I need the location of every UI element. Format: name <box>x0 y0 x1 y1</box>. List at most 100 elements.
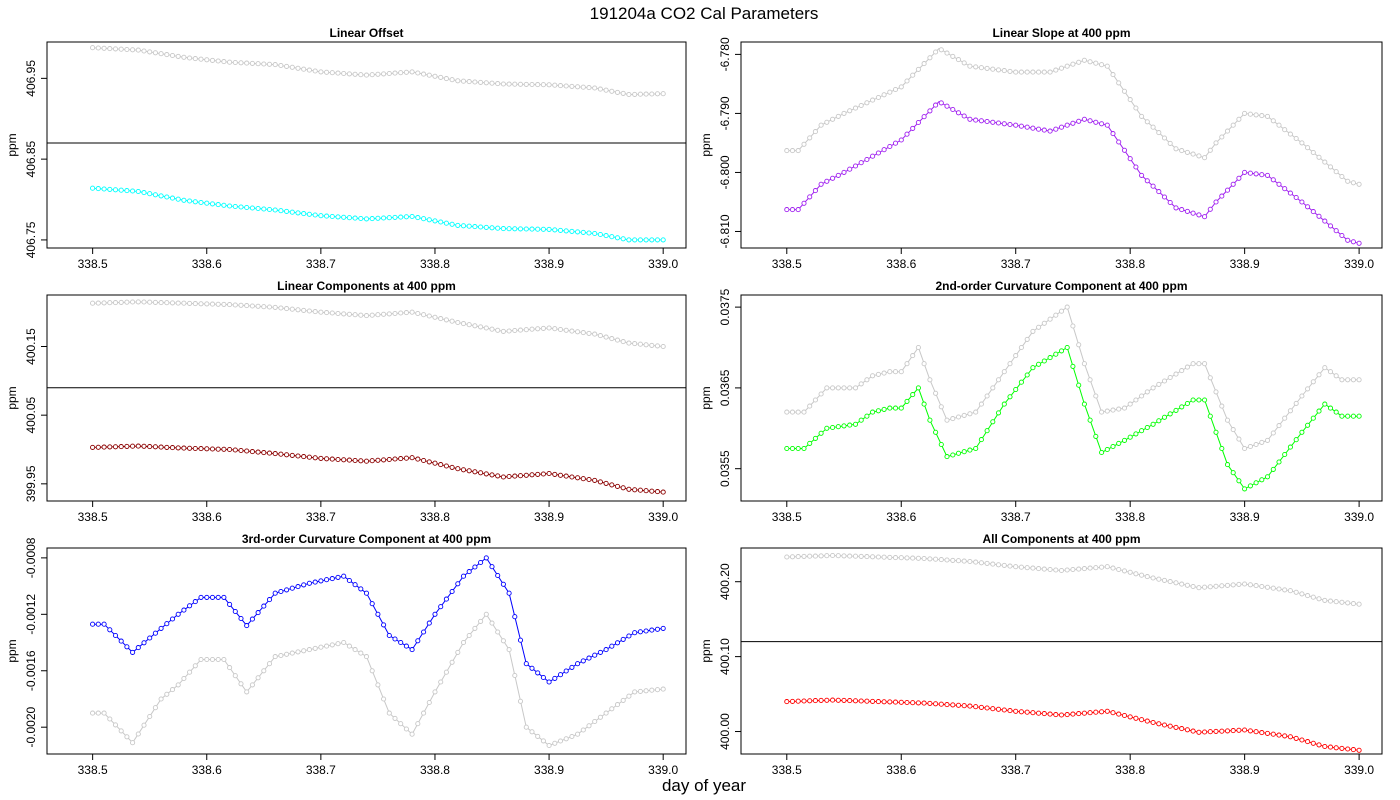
data-point <box>1144 389 1150 395</box>
data-point <box>955 450 962 456</box>
data-point <box>221 59 227 65</box>
data-point <box>592 652 598 658</box>
data-point <box>1247 443 1253 450</box>
data-point <box>386 70 392 77</box>
data-point <box>654 687 661 693</box>
data-point <box>620 236 626 242</box>
data-point <box>1219 445 1225 452</box>
data-point <box>1305 145 1311 151</box>
data-point <box>1167 579 1173 585</box>
data-point <box>1167 199 1173 206</box>
data-point <box>1121 88 1128 94</box>
data-point <box>1070 363 1076 369</box>
data-point <box>1299 737 1305 743</box>
data-point <box>1173 146 1179 152</box>
x-tick-label: 338.9 <box>534 257 564 271</box>
data-point <box>892 369 899 375</box>
data-point <box>546 325 552 331</box>
data-point <box>455 319 461 326</box>
data-point <box>107 300 113 306</box>
x-tick-label: 338.5 <box>78 510 108 524</box>
data-point <box>232 302 238 308</box>
data-point <box>421 629 427 635</box>
data-point <box>1287 588 1293 594</box>
data-point <box>852 421 859 427</box>
data-point <box>495 81 501 87</box>
data-point <box>1179 207 1185 213</box>
data-point <box>870 97 876 103</box>
data-point <box>864 698 870 704</box>
data-point <box>569 228 575 234</box>
data-point <box>1001 707 1007 713</box>
data-point <box>660 91 666 97</box>
data-point <box>1293 589 1299 595</box>
data-point <box>557 83 564 89</box>
data-point <box>1184 400 1190 407</box>
data-point <box>164 691 170 697</box>
data-point <box>181 445 187 451</box>
data-point <box>158 193 164 199</box>
data-point <box>244 448 250 454</box>
data-point <box>944 702 950 708</box>
data-point <box>654 626 661 632</box>
data-point <box>1190 361 1196 367</box>
y-axis-label: ppm <box>5 386 19 409</box>
data-point <box>1253 583 1259 589</box>
data-point <box>192 56 198 62</box>
data-point <box>324 577 330 583</box>
data-point <box>807 440 813 446</box>
data-point <box>557 227 564 233</box>
data-point <box>660 686 666 692</box>
data-point <box>569 664 575 670</box>
data-point <box>921 700 927 706</box>
data-point <box>1202 214 1208 220</box>
y-tick-label: -0.0020 <box>24 707 38 748</box>
data-point <box>1058 712 1065 718</box>
data-point <box>1064 304 1070 310</box>
data-point <box>1339 745 1345 751</box>
plot-frame <box>46 294 687 502</box>
data-point <box>812 129 818 135</box>
data-point <box>870 153 876 159</box>
data-point <box>130 47 136 53</box>
data-point <box>580 84 586 90</box>
data-point <box>841 553 847 559</box>
x-tick-label: 338.6 <box>886 510 916 524</box>
data-point <box>933 556 939 562</box>
data-point <box>460 467 467 473</box>
data-point <box>341 214 347 220</box>
data-point <box>227 601 233 607</box>
data-point <box>506 226 512 232</box>
data-point <box>938 47 944 53</box>
data-point <box>1024 565 1030 571</box>
x-tick-label: 338.5 <box>772 257 802 271</box>
data-point <box>495 327 501 333</box>
data-point <box>187 198 193 204</box>
data-point <box>238 447 244 454</box>
data-point <box>124 443 130 449</box>
data-point <box>1207 206 1213 212</box>
data-point <box>973 409 979 415</box>
data-point <box>335 641 341 647</box>
data-point <box>904 361 910 367</box>
data-point <box>244 303 250 309</box>
data-point <box>1310 379 1316 385</box>
data-point <box>1230 582 1236 588</box>
data-point <box>1144 718 1150 724</box>
data-point <box>432 460 438 466</box>
data-point <box>1236 436 1242 442</box>
data-point <box>898 137 904 143</box>
data-point <box>1116 566 1122 573</box>
x-tick-label: 338.5 <box>772 763 802 777</box>
data-point <box>1076 566 1082 572</box>
data-point <box>1322 743 1328 750</box>
data-point <box>864 100 870 106</box>
data-point <box>249 449 255 455</box>
data-point <box>284 452 290 458</box>
data-point <box>609 88 615 94</box>
data-point <box>990 561 996 567</box>
data-point <box>369 72 375 78</box>
data-point <box>1058 567 1065 574</box>
data-point <box>1133 571 1139 577</box>
data-point <box>632 630 638 636</box>
